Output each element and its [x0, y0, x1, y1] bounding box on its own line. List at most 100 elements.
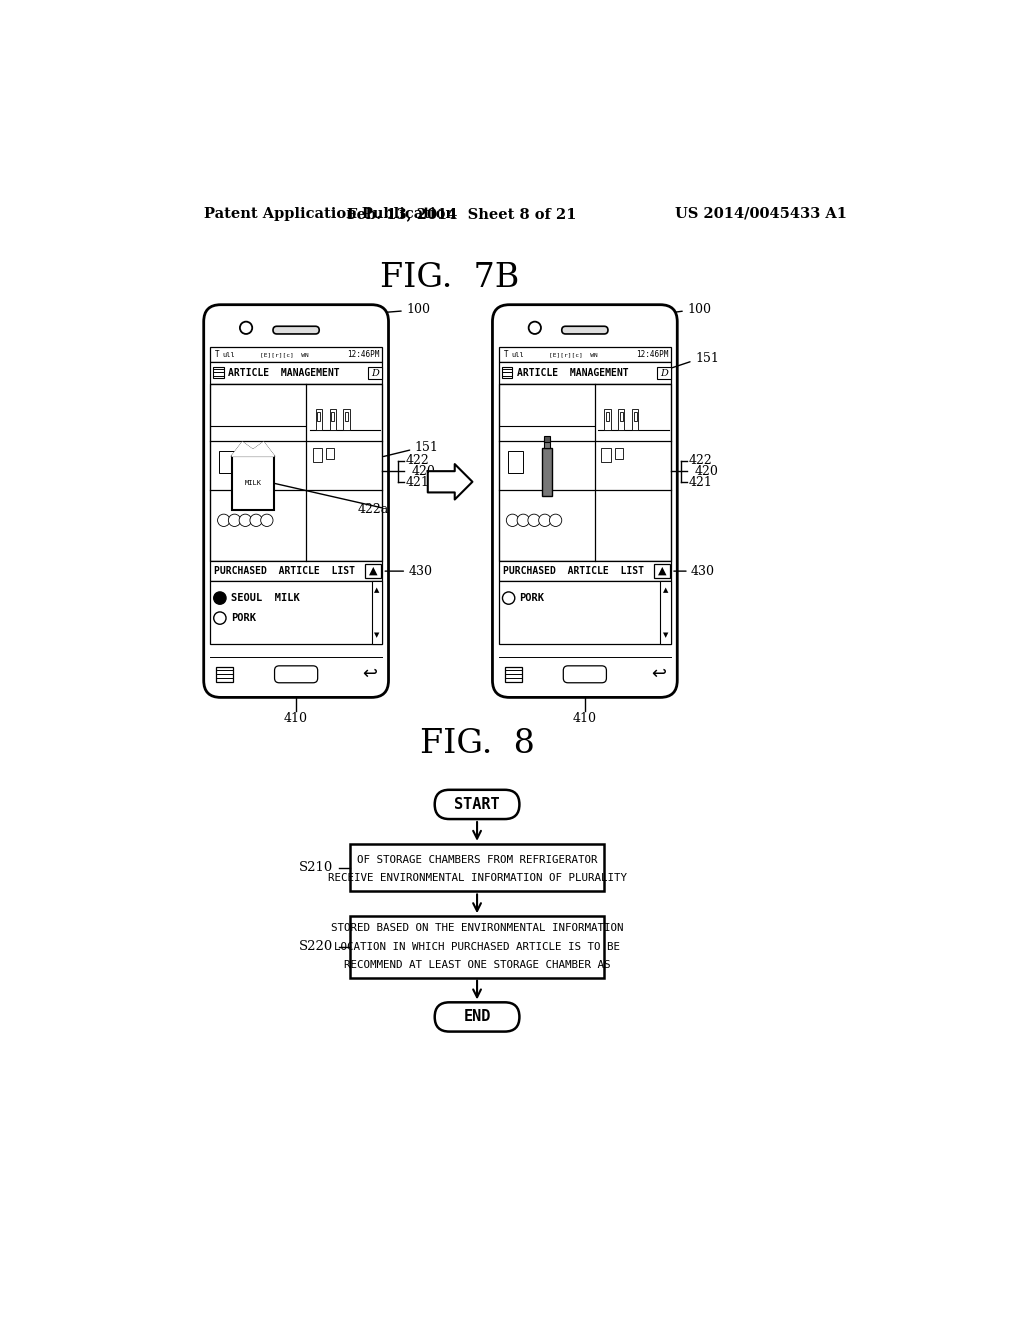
Bar	[499, 581, 671, 644]
Bar	[544, 436, 550, 442]
Bar	[315, 409, 322, 430]
Text: 420: 420	[412, 465, 435, 478]
Text: 422: 422	[689, 454, 713, 467]
Text: Patent Application Publication: Patent Application Publication	[204, 207, 456, 220]
Text: RECEIVE ENVIRONMENTAL INFORMATION OF PLURALITY: RECEIVE ENVIRONMENTAL INFORMATION OF PLU…	[328, 873, 627, 883]
Bar	[210, 347, 382, 363]
Bar	[330, 409, 336, 430]
Bar	[499, 561, 671, 581]
Text: ▼: ▼	[663, 632, 669, 638]
Text: PURCHASED  ARTICLE  LIST: PURCHASED ARTICLE LIST	[503, 566, 644, 576]
Bar	[634, 412, 637, 421]
Circle shape	[550, 515, 562, 527]
Bar	[544, 440, 550, 449]
Bar	[331, 412, 334, 421]
Text: 421: 421	[689, 475, 713, 488]
Bar	[231, 457, 274, 510]
Text: 100: 100	[687, 302, 712, 315]
Text: D: D	[660, 368, 668, 378]
Bar	[499, 384, 671, 561]
Text: FIG.  7B: FIG. 7B	[381, 261, 520, 294]
Text: [E][r][c]  WN: [E][r][c] WN	[549, 352, 598, 358]
Bar	[219, 451, 234, 473]
Bar	[601, 449, 610, 462]
Bar	[606, 412, 609, 421]
Bar	[632, 409, 638, 430]
Circle shape	[528, 515, 541, 527]
Bar	[604, 409, 610, 430]
Text: ↩: ↩	[651, 664, 667, 682]
FancyBboxPatch shape	[204, 305, 388, 697]
FancyBboxPatch shape	[562, 326, 608, 334]
Text: 100: 100	[407, 302, 430, 315]
Bar	[317, 412, 321, 421]
Bar	[615, 449, 623, 459]
Polygon shape	[428, 465, 472, 499]
Text: 430: 430	[409, 565, 432, 578]
Bar	[210, 384, 382, 561]
Text: 420: 420	[695, 465, 719, 478]
Text: FIG.  8: FIG. 8	[420, 727, 535, 759]
Bar	[654, 564, 670, 578]
Circle shape	[503, 591, 515, 605]
Text: START: START	[455, 797, 500, 812]
FancyBboxPatch shape	[273, 326, 319, 334]
Circle shape	[250, 515, 262, 527]
Bar	[216, 667, 233, 682]
Text: PORK: PORK	[230, 612, 256, 623]
Bar	[345, 412, 348, 421]
Text: 12:46PM: 12:46PM	[347, 350, 379, 359]
Text: 422: 422	[406, 454, 429, 467]
Text: ARTICLE  MANAGEMENT: ARTICLE MANAGEMENT	[517, 368, 629, 379]
Circle shape	[240, 322, 252, 334]
Bar	[327, 449, 334, 459]
Text: 430: 430	[691, 565, 715, 578]
Circle shape	[214, 612, 226, 624]
Bar	[502, 367, 512, 378]
FancyBboxPatch shape	[493, 305, 677, 697]
Text: ARTICLE  MANAGEMENT: ARTICLE MANAGEMENT	[228, 368, 340, 379]
Text: SEOUL  MILK: SEOUL MILK	[230, 593, 299, 603]
Bar	[499, 363, 671, 384]
Text: ▼: ▼	[375, 632, 380, 638]
Text: D: D	[372, 368, 379, 378]
Circle shape	[214, 591, 226, 605]
Text: T: T	[504, 350, 509, 359]
Bar	[369, 367, 382, 379]
Text: LOCATION IN WHICH PURCHASED ARTICLE IS TO BE: LOCATION IN WHICH PURCHASED ARTICLE IS T…	[334, 942, 621, 952]
Text: 151: 151	[695, 352, 719, 366]
Bar	[618, 409, 625, 430]
Bar	[312, 449, 322, 462]
Bar	[366, 564, 381, 578]
Text: ▲: ▲	[657, 566, 666, 576]
Bar	[210, 363, 382, 384]
Text: PURCHASED  ARTICLE  LIST: PURCHASED ARTICLE LIST	[214, 566, 355, 576]
Text: ▲: ▲	[369, 566, 378, 576]
Bar	[657, 367, 671, 379]
Text: STORED BASED ON THE ENVIRONMENTAL INFORMATION: STORED BASED ON THE ENVIRONMENTAL INFORM…	[331, 924, 624, 933]
Bar	[660, 581, 671, 644]
Text: 422a: 422a	[357, 503, 389, 516]
Text: ▲: ▲	[375, 587, 380, 594]
FancyBboxPatch shape	[274, 665, 317, 682]
Bar	[350, 916, 604, 978]
Polygon shape	[231, 442, 274, 457]
Text: 421: 421	[406, 475, 429, 488]
FancyBboxPatch shape	[435, 789, 519, 818]
Circle shape	[217, 515, 230, 527]
Text: RECOMMEND AT LEAST ONE STORAGE CHAMBER AS: RECOMMEND AT LEAST ONE STORAGE CHAMBER A…	[344, 961, 610, 970]
Text: 410: 410	[284, 713, 308, 726]
Bar	[210, 561, 382, 581]
FancyBboxPatch shape	[563, 665, 606, 682]
Text: 12:46PM: 12:46PM	[636, 350, 668, 359]
Bar	[210, 581, 382, 644]
Text: 151: 151	[415, 441, 438, 454]
Text: PORK: PORK	[519, 593, 545, 603]
Text: [E][r][c]  WN: [E][r][c] WN	[260, 352, 309, 358]
Bar	[505, 667, 521, 682]
Bar	[343, 409, 349, 430]
Text: ▲: ▲	[663, 587, 669, 594]
Text: ull: ull	[511, 351, 523, 358]
Bar	[508, 451, 523, 473]
Bar	[372, 581, 382, 644]
